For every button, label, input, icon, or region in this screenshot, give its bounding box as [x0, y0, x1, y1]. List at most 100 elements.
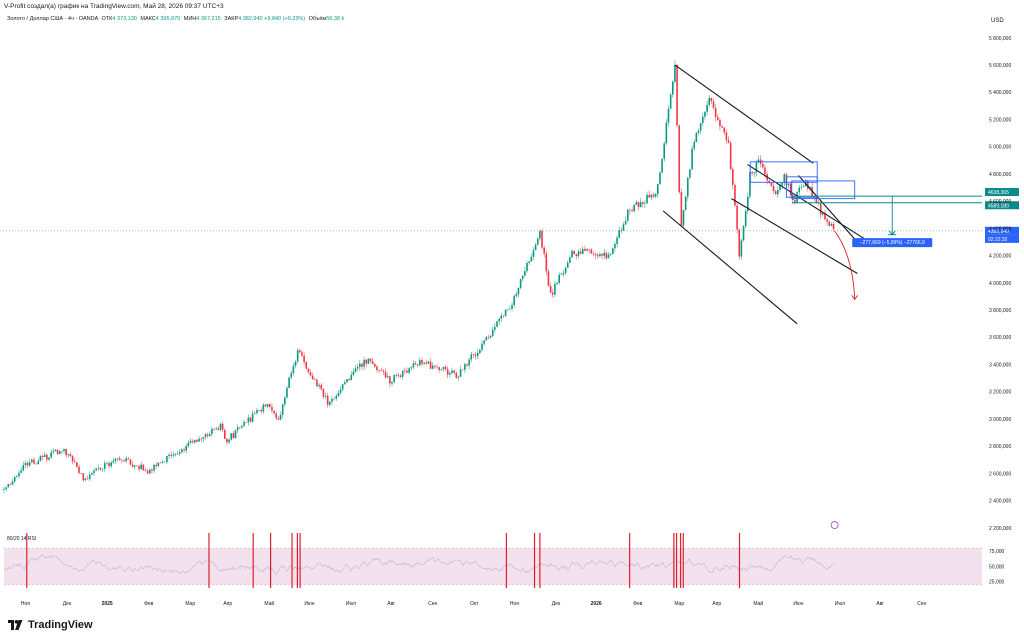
candle-body: [397, 374, 400, 376]
candle-body: [603, 252, 605, 256]
drawing-overlays[interactable]: −277,669 (−5,99%) −27766,9 4638,365 4589,1…: [0, 64, 1019, 529]
candle-body: [309, 372, 312, 376]
main-price-pane[interactable]: [3, 60, 835, 493]
candle-body: [723, 127, 726, 133]
candle-body: [584, 248, 586, 251]
current-price-tag[interactable]: [985, 226, 1019, 235]
candle-body: [442, 366, 445, 370]
candle-body: [721, 126, 723, 128]
event-marker-icon[interactable]: [830, 521, 839, 529]
candle-body: [496, 321, 498, 327]
price-tick-label: 2 600,000: [989, 471, 1011, 477]
candle-body: [521, 275, 524, 280]
candle-body: [607, 254, 610, 259]
candle-body: [596, 255, 599, 257]
candle-body: [292, 365, 295, 374]
candle-body: [526, 263, 528, 272]
lower-level-tag[interactable]: [985, 201, 1019, 210]
price-tick-label: 3 000,000: [989, 417, 1011, 423]
candle-body: [176, 453, 179, 455]
candle-body: [378, 370, 380, 371]
currency-label[interactable]: USD: [991, 18, 1004, 24]
candle-body: [517, 288, 520, 295]
price-tick-label: 4 800,000: [989, 172, 1011, 178]
candle-body: [253, 413, 256, 414]
candle-body: [99, 468, 102, 470]
candle-body: [288, 377, 290, 388]
candle-body: [431, 365, 434, 369]
candle-body: [513, 296, 515, 306]
candle-body: [243, 421, 245, 426]
tradingview-brand[interactable]: TradingView: [8, 619, 93, 631]
candle-body: [699, 123, 702, 131]
candle-body: [174, 453, 177, 455]
candle-body: [539, 230, 541, 239]
trend-channel-line[interactable]: [662, 210, 798, 325]
candle-body: [794, 200, 796, 203]
price-tick-label: 5 400,000: [989, 90, 1011, 96]
candle-body: [659, 172, 661, 185]
candle-body: [423, 362, 425, 364]
candle-body: [669, 94, 672, 109]
candle-body: [504, 309, 507, 316]
candle-body: [755, 162, 758, 173]
candle-body: [824, 213, 826, 220]
candle-body: [744, 210, 747, 227]
candle-body: [789, 183, 792, 196]
candle-body: [472, 354, 475, 355]
time-tick-label: Окт: [470, 601, 479, 607]
symbol-title[interactable]: Золото / Доллар США · 4ч · OANDA: [7, 16, 98, 22]
candle-body: [783, 174, 786, 183]
candle-body: [219, 423, 222, 430]
trend-channel-line[interactable]: [747, 164, 866, 240]
candle-body: [736, 205, 738, 230]
rsi-pane[interactable]: 80/20 14 RSI: [3, 533, 982, 588]
price-tick-label: 5 600,000: [989, 63, 1011, 69]
candle-body: [515, 294, 518, 297]
volume-label: Объём: [308, 16, 327, 22]
upper-level-tag[interactable]: [985, 188, 1019, 197]
time-tick-label: Июн: [793, 601, 803, 607]
zone-box[interactable]: [791, 180, 856, 200]
candle-body: [52, 451, 55, 453]
candle-body: [569, 257, 571, 263]
candle-body: [500, 315, 503, 319]
zone-box[interactable]: [749, 161, 818, 183]
rsi-title[interactable]: 80/20 14 RSI: [7, 536, 36, 542]
trend-channel-line[interactable]: [674, 64, 814, 164]
measure-label-box[interactable]: [852, 238, 933, 248]
candle-body: [631, 210, 633, 212]
trend-channel-line[interactable]: [731, 198, 858, 274]
time-tick-label: Апр: [712, 601, 721, 607]
candle-body: [770, 182, 773, 186]
candle-body: [269, 404, 271, 407]
rsi-line[interactable]: [3, 554, 835, 576]
candle-body: [532, 250, 535, 257]
candle-body: [749, 172, 751, 197]
candle-body: [211, 428, 213, 435]
candle-body: [457, 376, 460, 378]
zone-box[interactable]: [785, 176, 818, 198]
candle-body: [455, 372, 458, 378]
candle-body: [262, 404, 265, 412]
candle-body: [464, 364, 466, 370]
candle-body: [479, 349, 481, 353]
candle-body: [326, 395, 329, 405]
projection-path[interactable]: [834, 230, 856, 300]
trend-channel-line[interactable]: [798, 175, 858, 243]
candle-body: [217, 428, 220, 430]
candle-body: [116, 458, 119, 459]
candle-body: [266, 404, 269, 407]
candle-body: [318, 384, 320, 387]
candle-body: [453, 370, 455, 373]
candle-body: [421, 360, 423, 364]
candle-body: [88, 474, 91, 480]
time-tick-label: Май: [264, 600, 274, 607]
candle-body: [24, 462, 27, 466]
price-tick-label: 5 000,000: [989, 145, 1011, 151]
candle-body: [26, 462, 29, 466]
candle-body: [22, 465, 25, 471]
candle-body: [305, 362, 308, 369]
candle-body: [101, 468, 104, 470]
candle-body: [832, 223, 835, 230]
